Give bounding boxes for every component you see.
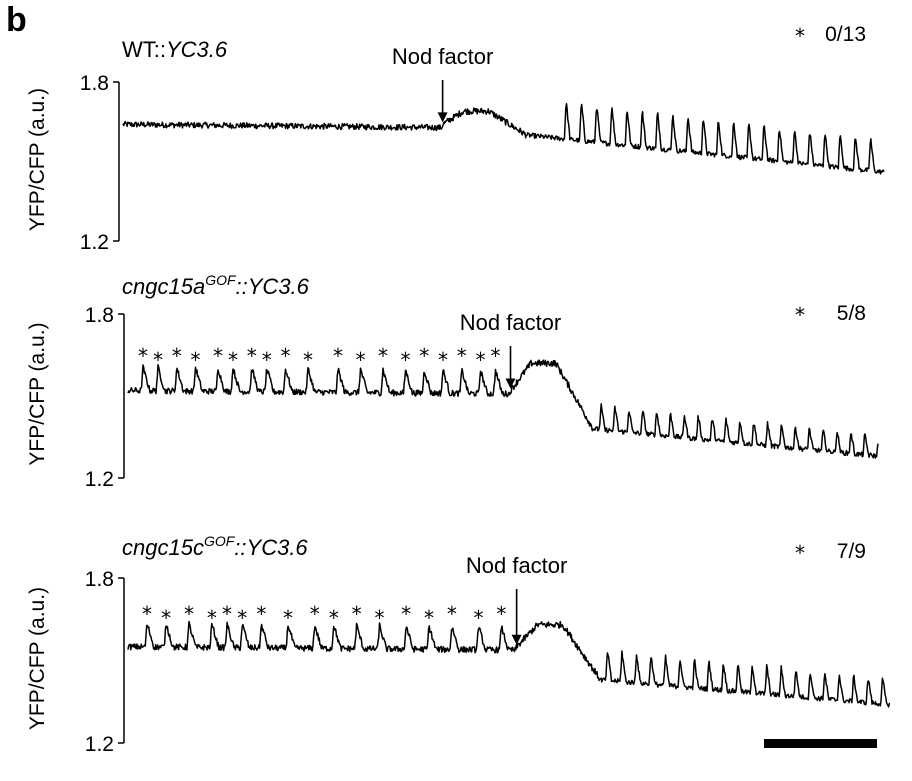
spike-marker-star: *	[378, 344, 388, 368]
title-reporter: ::YC3.6	[236, 274, 310, 299]
spike-marker-star: *	[303, 348, 313, 372]
spike-marker-star: *	[401, 602, 411, 626]
spike-marker-star: *	[207, 606, 217, 630]
calcium-trace-line	[127, 620, 891, 708]
calcium-trace-line	[122, 103, 885, 175]
nod-factor-arrow-head	[437, 112, 448, 123]
spike-marker-star: *	[142, 602, 152, 626]
scale-bar	[764, 739, 877, 748]
spike-marker-star: *	[256, 602, 266, 626]
title-reporter: ::YC3.6	[234, 535, 308, 560]
title-reporter: YC3.6	[166, 37, 228, 62]
panel-title: cngc15aGOF::YC3.6	[122, 272, 310, 299]
spike-marker-star: *	[172, 344, 182, 368]
y-tick-label: 1.2	[85, 468, 114, 491]
spike-count-label: 0/13	[825, 23, 866, 46]
panel-title: WT::YC3.6	[122, 37, 228, 62]
nod-factor-label: Nod factor	[392, 44, 494, 69]
trace-panel-2: cngc15aGOF::YC3.61.81.2 YFP/CFP (a.u.) * 5/…	[26, 272, 879, 491]
nod-factor-label: Nod factor	[460, 310, 562, 335]
spike-count-label: 5/8	[837, 302, 866, 325]
spike-marker-star: *	[228, 348, 238, 372]
legend-star: *	[795, 24, 805, 48]
spike-marker-star: *	[374, 606, 384, 630]
spike-marker-star: *	[474, 606, 484, 630]
spike-marker-star: *	[329, 606, 339, 630]
y-tick-label: 1.2	[80, 231, 109, 254]
nod-factor-arrow-head	[505, 378, 516, 389]
y-tick-label: 1.8	[85, 304, 114, 327]
spike-marker-star: *	[356, 348, 366, 372]
title-gene: cngc15a	[122, 274, 205, 299]
spike-marker-star: *	[476, 348, 486, 372]
title-gene: cngc15c	[122, 535, 204, 560]
spike-marker-star: *	[191, 348, 201, 372]
spike-marker-star: *	[184, 602, 194, 626]
spike-marker-star: *	[438, 348, 448, 372]
calcium-trace-line	[127, 359, 879, 459]
nod-factor-label: Nod factor	[466, 553, 568, 578]
spike-marker-star: *	[281, 344, 291, 368]
y-tick-label: 1.8	[85, 568, 114, 591]
trace-panel-3: cngc15cGOF::YC3.61.81.2 YFP/CFP (a.u.) * 7/…	[26, 533, 891, 756]
spike-marker-star: *	[237, 606, 247, 630]
spike-marker-star: *	[424, 606, 434, 630]
spike-marker-star: *	[352, 602, 362, 626]
spike-marker-star: *	[161, 606, 171, 630]
y-axis-label: YFP/CFP (a.u.)	[26, 587, 49, 730]
spike-marker-star: *	[153, 348, 163, 372]
spike-marker-star: *	[213, 344, 223, 368]
nod-factor-arrow-head	[511, 634, 522, 645]
y-tick-label: 1.2	[85, 733, 114, 756]
panel-title: cngc15cGOF::YC3.6	[122, 533, 308, 560]
legend-star: *	[795, 541, 805, 565]
y-axis-label: YFP/CFP (a.u.)	[26, 322, 49, 465]
spike-marker-star: *	[222, 602, 232, 626]
spike-marker-star: *	[310, 602, 320, 626]
spike-marker-star: *	[247, 344, 257, 368]
title-genotype: WT::	[122, 37, 166, 62]
spike-marker-star: *	[447, 602, 457, 626]
y-tick-label: 1.8	[80, 72, 109, 95]
spike-marker-star: *	[138, 344, 148, 368]
title-superscript: GOF	[204, 533, 236, 549]
spike-marker-star: *	[401, 348, 411, 372]
legend-star: *	[795, 303, 805, 327]
spike-marker-star: *	[491, 344, 501, 368]
spike-marker-star: *	[262, 348, 272, 372]
spike-marker-star: *	[333, 344, 343, 368]
y-axis-label: YFP/CFP (a.u.)	[26, 88, 49, 231]
panel-letter: b	[6, 1, 27, 39]
spike-marker-star: *	[457, 344, 467, 368]
spike-count-label: 7/9	[837, 540, 866, 563]
spike-marker-star: *	[496, 602, 506, 626]
spike-marker-star: *	[419, 344, 429, 368]
title-superscript: GOF	[205, 272, 237, 288]
spike-marker-star: *	[283, 606, 293, 630]
